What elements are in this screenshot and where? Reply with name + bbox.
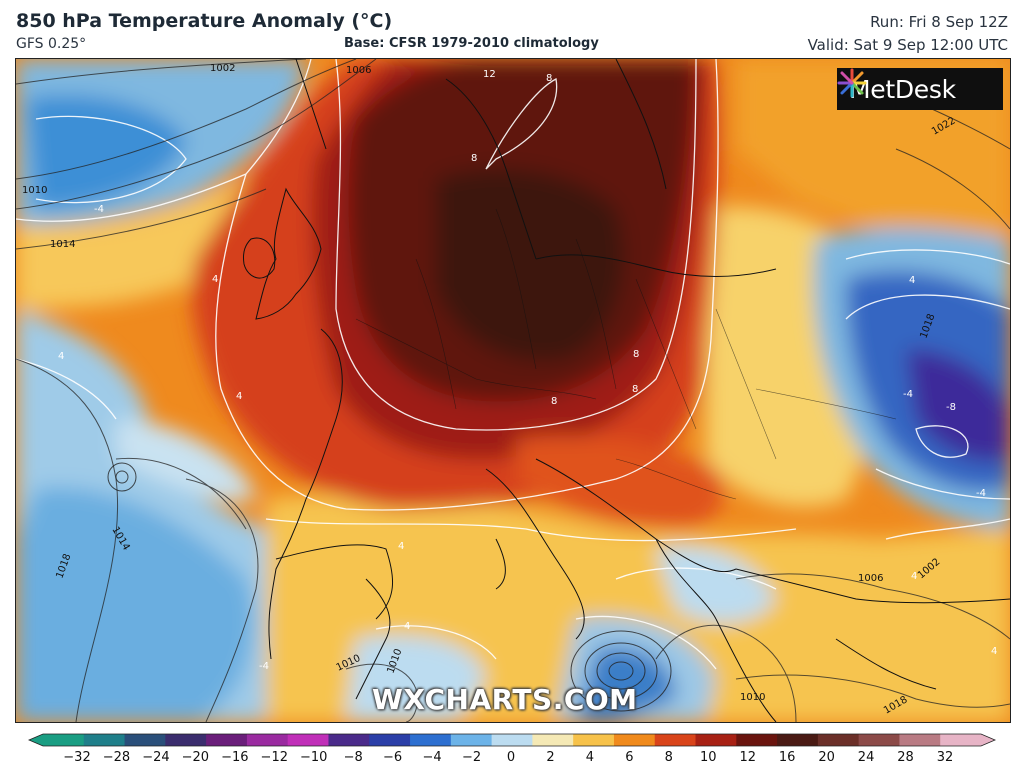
anomaly-label: 4: [236, 391, 242, 402]
colorbar-segment: [777, 734, 819, 746]
colorbar-segment: [858, 734, 901, 746]
colorbar-segment: [532, 734, 574, 746]
colorbar-tick-label: 2: [546, 750, 555, 765]
colorbar-tick-label: 8: [664, 750, 673, 765]
colorbar-tick-label: −24: [142, 750, 170, 765]
colorbar-tick-label: 32: [936, 750, 954, 765]
colorbar-segment: [206, 734, 248, 746]
colorbar-tick-label: −12: [260, 750, 288, 765]
isobar-label: 1010: [740, 692, 765, 703]
anomaly-label: -4: [259, 661, 269, 672]
anomaly-label: 8: [632, 384, 638, 395]
anomaly-label: 4: [404, 621, 410, 632]
colorbar-tick-label: −28: [102, 750, 131, 765]
colorbar-segment: [287, 734, 330, 746]
anomaly-label: -8: [946, 402, 956, 413]
colorbar-segment: [817, 734, 860, 746]
colorbar-tick-label: −6: [383, 750, 403, 765]
colorbar-tick-label: −32: [63, 750, 91, 765]
country-borders: [355, 208, 897, 500]
colorbar-segment: [654, 734, 697, 746]
colorbar-segment: [736, 734, 778, 746]
colorbar-left-arrow: [29, 734, 43, 746]
colorbar-tick-label: −10: [300, 750, 328, 765]
colorbar-segment: [369, 734, 411, 746]
anomaly-label: 12: [483, 69, 496, 80]
colorbar-segment: [573, 734, 615, 746]
colorbar-segment: [491, 734, 533, 746]
colorbar: [27, 733, 997, 747]
colorbar-segment: [165, 734, 207, 746]
metdesk-burst-icon: [837, 68, 867, 98]
logo-text: MetDesk: [849, 74, 956, 104]
anomaly-label: 4: [398, 541, 404, 552]
anomaly-label: 8: [551, 396, 557, 407]
colorbar-segment: [940, 734, 982, 746]
colorbar-tick-label: 12: [739, 750, 756, 765]
metdesk-logo: MetDesk: [837, 68, 1003, 110]
colorbar-tick-label: 4: [585, 750, 595, 765]
anomaly-label: 4: [991, 646, 997, 657]
anomaly-label: 4: [212, 274, 218, 285]
colorbar-right-arrow: [981, 734, 995, 746]
colorbar-border: [27, 733, 997, 747]
colorbar-segment: [695, 734, 737, 746]
isobar-label: 1014: [50, 239, 75, 250]
coastlines: [243, 59, 1010, 722]
colorbar-segment: [613, 734, 656, 746]
colorbar-tick-label: 16: [778, 750, 796, 765]
colorbar-tick-label: −2: [461, 750, 482, 765]
colorbar-segment: [83, 734, 126, 746]
colorbar-tick-label: 20: [818, 750, 835, 765]
anomaly-label-group: 12 8 8 -4 4 4 4 8 8 8 4 -4 -8 -4 4 4 4 -…: [58, 69, 997, 672]
model-label: GFS 0.25°: [16, 36, 87, 52]
anomaly-label: -4: [94, 204, 104, 215]
anomaly-label: 4: [911, 571, 917, 582]
colorbar-segment: [450, 734, 493, 746]
chart-title: 850 hPa Temperature Anomaly (°C): [16, 10, 393, 32]
colorbar-tick-label: −20: [181, 750, 210, 765]
wxcharts-watermark: WXCHARTS.COM: [372, 683, 638, 716]
colorbar-segment: [328, 734, 370, 746]
anomaly-label: 8: [546, 73, 552, 84]
colorbar-tick-label: 6: [625, 750, 634, 765]
anomaly-label: 4: [909, 275, 915, 286]
isobar-label: 1006: [346, 65, 371, 76]
colorbar-tick-label: 24: [857, 750, 875, 765]
colorbar-tick-label: 0: [506, 750, 516, 765]
anomaly-contours: [16, 59, 1010, 670]
anomaly-label: 8: [633, 349, 639, 360]
colorbar-tick-label: −4: [422, 750, 442, 765]
valid-time-label: Valid: Sat 9 Sep 12:00 UTC: [807, 36, 1008, 54]
colorbar-tick-label: 10: [699, 750, 717, 765]
anomaly-label: 8: [471, 153, 477, 164]
colorbar-segment: [410, 734, 452, 746]
run-time-label: Run: Fri 8 Sep 12Z: [870, 13, 1008, 31]
isobar-label: 1002: [210, 63, 235, 74]
map-canvas: 1002 1006 1010 1014 1018 1022 1014 1018 …: [16, 59, 1010, 722]
low-pressure-rings: [107, 462, 672, 712]
colorbar-segment: [124, 734, 166, 746]
anomaly-label: -4: [976, 488, 986, 499]
colorbar-tick-label: 28: [897, 750, 914, 765]
colorbar-segment: [899, 734, 941, 746]
climatology-base-label: Base: CFSR 1979-2010 climatology: [344, 36, 599, 51]
anomaly-label: -4: [903, 389, 913, 400]
colorbar-tick-label: −16: [221, 750, 249, 765]
isobar-label: 1010: [22, 185, 47, 196]
isobar-label: 1006: [858, 573, 883, 584]
anomaly-label: 4: [58, 351, 64, 362]
colorbar-segment: [43, 734, 85, 746]
colorbar-segment: [246, 734, 289, 746]
colorbar-segments: [27, 733, 997, 747]
colorbar-tick-label: −8: [343, 750, 363, 765]
anomaly-map: 1002 1006 1010 1014 1018 1022 1014 1018 …: [15, 58, 1011, 723]
